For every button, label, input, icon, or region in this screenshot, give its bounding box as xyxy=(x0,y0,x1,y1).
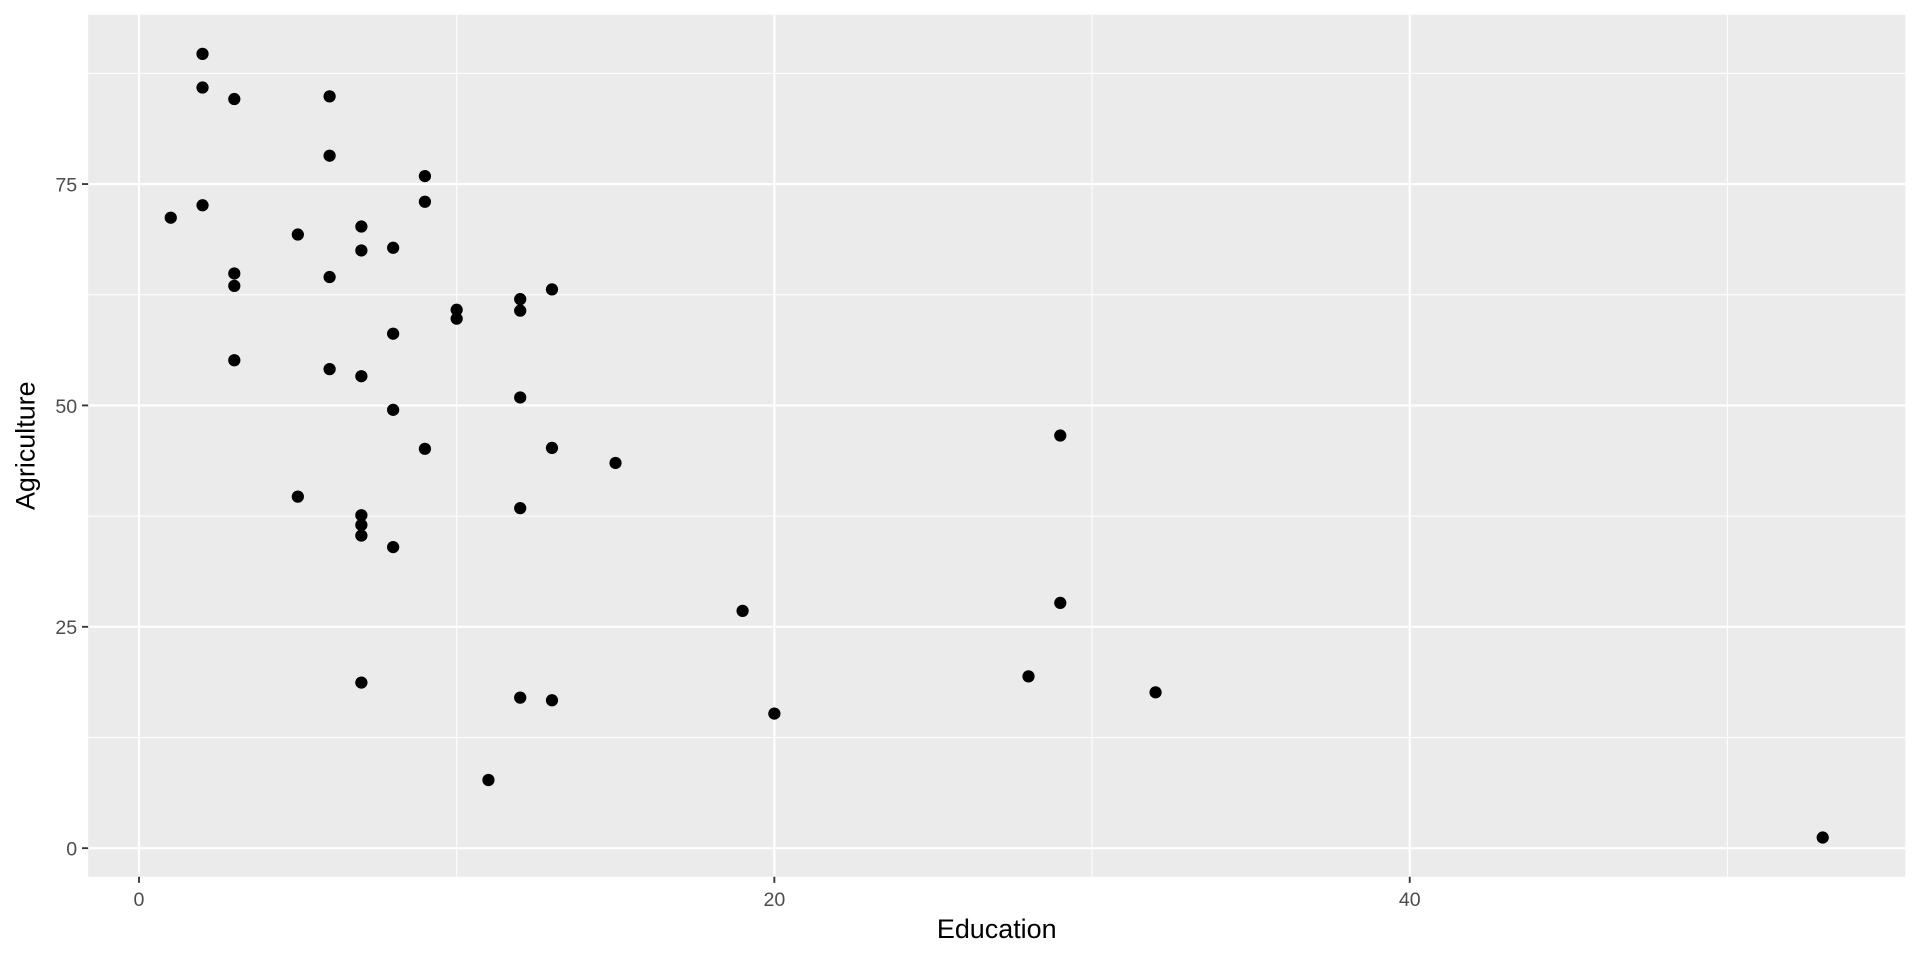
point xyxy=(736,604,749,617)
point xyxy=(291,490,304,503)
point xyxy=(196,81,209,94)
point xyxy=(418,442,432,455)
x-tick-label: 40 xyxy=(1399,889,1421,911)
point xyxy=(1054,596,1067,610)
point xyxy=(450,312,463,325)
panel xyxy=(88,14,1906,877)
point xyxy=(228,354,241,367)
x-axis-title: Education xyxy=(937,914,1057,944)
y-axis-title: Agriculture xyxy=(10,381,40,510)
point xyxy=(355,220,368,233)
point xyxy=(387,540,400,554)
point xyxy=(387,403,400,416)
x-tick-label: 20 xyxy=(763,889,785,911)
point xyxy=(482,773,495,787)
point xyxy=(323,270,336,284)
point xyxy=(609,456,622,470)
point xyxy=(228,92,241,106)
point xyxy=(1149,686,1162,699)
point xyxy=(450,303,463,316)
point xyxy=(355,529,368,542)
point xyxy=(355,370,368,383)
point xyxy=(514,502,527,515)
point xyxy=(1054,429,1067,442)
point xyxy=(323,362,336,376)
point xyxy=(228,267,241,280)
y-tick-label: 0 xyxy=(66,839,77,861)
point xyxy=(418,195,432,208)
point xyxy=(164,211,177,224)
point xyxy=(228,279,241,293)
point xyxy=(514,304,527,317)
y-tick-label: 25 xyxy=(55,617,77,639)
point xyxy=(323,90,336,103)
point xyxy=(545,283,559,296)
x-tick-label: 0 xyxy=(134,889,145,911)
point xyxy=(355,509,368,522)
point xyxy=(418,169,432,183)
y-tick-label: 50 xyxy=(55,396,77,418)
point xyxy=(768,707,781,720)
point xyxy=(291,228,304,241)
point xyxy=(196,47,209,60)
point xyxy=(1022,670,1035,683)
point xyxy=(514,691,527,704)
y-tick-label: 75 xyxy=(55,174,77,196)
point xyxy=(514,391,527,404)
point xyxy=(545,441,559,455)
point xyxy=(355,676,368,689)
point xyxy=(514,293,527,306)
point xyxy=(196,199,209,212)
point xyxy=(545,694,559,707)
point xyxy=(387,241,400,254)
point xyxy=(1816,831,1829,844)
point xyxy=(387,327,400,340)
point xyxy=(355,244,368,257)
point xyxy=(355,518,368,532)
point xyxy=(323,149,336,162)
